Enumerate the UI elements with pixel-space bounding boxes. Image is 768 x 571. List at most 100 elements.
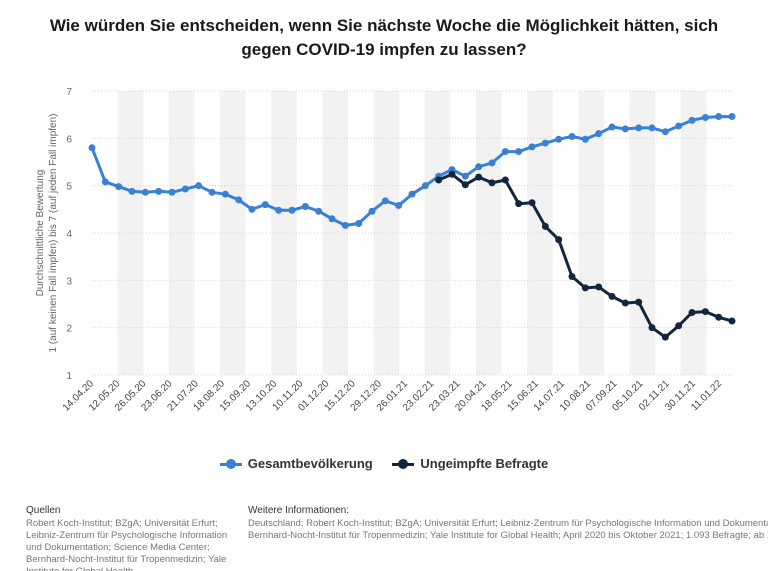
data-point[interactable]: [88, 144, 96, 152]
background-band: [117, 91, 144, 375]
y-tick-label: 6: [66, 134, 72, 145]
data-point[interactable]: [555, 135, 563, 143]
data-point[interactable]: [101, 178, 109, 186]
chart-title: Wie würden Sie entscheiden, wenn Sie näc…: [49, 16, 719, 59]
data-point[interactable]: [181, 185, 189, 193]
data-point[interactable]: [515, 148, 523, 156]
data-point[interactable]: [675, 122, 683, 130]
background-band: [680, 91, 707, 375]
data-point[interactable]: [341, 221, 349, 229]
y-axis-ticks: 1 2 3 4 5 6 7: [66, 87, 72, 382]
data-point[interactable]: [621, 125, 629, 133]
data-point[interactable]: [435, 176, 443, 184]
data-point[interactable]: [688, 309, 696, 317]
legend-item-ungeimpfte[interactable]: Ungeimpfte Befragte: [392, 456, 548, 471]
data-point[interactable]: [155, 187, 163, 195]
data-point[interactable]: [608, 123, 616, 131]
data-point[interactable]: [368, 207, 376, 215]
data-point[interactable]: [501, 148, 509, 156]
data-point[interactable]: [635, 298, 643, 306]
series-gesamtbevoelkerung: [88, 113, 736, 229]
data-point[interactable]: [115, 183, 123, 191]
info-heading: Weitere Informationen:: [248, 505, 349, 516]
data-point[interactable]: [488, 179, 496, 187]
y-tick-label: 1: [66, 371, 72, 382]
data-point[interactable]: [395, 202, 403, 210]
y-axis-label-line1: Durchschnittliche Bewertung: [35, 170, 46, 297]
data-point[interactable]: [501, 176, 509, 184]
data-point[interactable]: [595, 283, 603, 291]
data-point[interactable]: [515, 200, 523, 208]
y-tick-label: 5: [66, 182, 72, 193]
data-point[interactable]: [581, 135, 589, 143]
data-point[interactable]: [581, 284, 589, 292]
data-point[interactable]: [208, 188, 216, 196]
data-point[interactable]: [608, 292, 616, 300]
data-point[interactable]: [448, 170, 456, 178]
data-point[interactable]: [675, 322, 683, 330]
data-point[interactable]: [648, 324, 656, 332]
data-point[interactable]: [541, 222, 549, 230]
line-chart: 1 2 3 4 5 6 7 14.04.2012.05.2026.05.2023.06.20…: [35, 87, 736, 414]
sources-block: Quellen Robert Koch-Institut; BZgA; Univ…: [26, 505, 231, 571]
data-point[interactable]: [701, 308, 709, 316]
data-point[interactable]: [595, 130, 603, 138]
data-point[interactable]: [475, 163, 483, 171]
legend-item-gesamtbevoelkerung[interactable]: Gesamtbevölkerung: [219, 456, 373, 471]
data-point[interactable]: [288, 206, 296, 214]
data-point[interactable]: [421, 182, 429, 190]
data-point[interactable]: [568, 132, 576, 140]
legend-label: Gesamtbevölkerung: [247, 456, 373, 471]
data-point[interactable]: [541, 139, 549, 147]
legend-marker-navy: [392, 458, 415, 469]
data-point[interactable]: [275, 206, 283, 214]
data-point[interactable]: [128, 187, 136, 195]
data-point[interactable]: [688, 116, 696, 124]
data-point[interactable]: [141, 188, 149, 196]
data-point[interactable]: [221, 190, 229, 198]
data-point[interactable]: [475, 173, 483, 181]
data-point[interactable]: [488, 159, 496, 167]
data-point[interactable]: [301, 202, 309, 210]
x-axis-ticks: 14.04.2012.05.2026.05.2023.06.2021.07.20…: [61, 378, 725, 414]
y-axis-label-line2: 1 (auf keinen Fall impfen) bis 7 (auf je…: [48, 113, 59, 352]
data-point[interactable]: [635, 124, 643, 132]
series-group: [88, 113, 736, 341]
data-point[interactable]: [568, 273, 576, 281]
y-tick-label: 4: [66, 229, 72, 240]
series-ungeimpfte-befragte: [435, 170, 736, 341]
data-point[interactable]: [408, 190, 416, 198]
data-point[interactable]: [661, 128, 669, 136]
data-point[interactable]: [728, 317, 736, 325]
data-point[interactable]: [648, 124, 656, 132]
info-block: Weitere Informationen: Deutschland; Robe…: [248, 505, 768, 571]
data-point[interactable]: [461, 172, 469, 180]
data-point[interactable]: [261, 201, 269, 209]
data-point[interactable]: [461, 181, 469, 189]
legend: Gesamtbevölkerung Ungeimpfte Befragte: [0, 456, 768, 472]
data-point[interactable]: [315, 207, 323, 215]
data-point[interactable]: [728, 113, 736, 121]
data-point[interactable]: [528, 199, 536, 207]
data-point[interactable]: [715, 313, 723, 321]
background-band: [629, 91, 656, 375]
data-point[interactable]: [328, 215, 336, 223]
sources-heading: Quellen: [26, 505, 61, 516]
data-point[interactable]: [235, 196, 243, 204]
info-line-1: Deutschland; Robert Koch-Institut; BZgA;…: [248, 518, 768, 529]
data-point[interactable]: [701, 114, 709, 122]
data-point[interactable]: [715, 113, 723, 121]
data-point[interactable]: [555, 236, 563, 244]
data-point[interactable]: [248, 205, 256, 213]
background-band: [220, 91, 246, 375]
data-point[interactable]: [355, 220, 363, 228]
data-point[interactable]: [168, 188, 176, 196]
y-tick-label: 3: [66, 276, 72, 287]
background-bands: [117, 91, 707, 375]
data-point[interactable]: [381, 197, 389, 205]
data-point[interactable]: [621, 299, 629, 307]
data-point[interactable]: [195, 182, 203, 190]
legend-label: Ungeimpfte Befragte: [420, 456, 549, 471]
data-point[interactable]: [661, 333, 669, 341]
data-point[interactable]: [528, 143, 536, 151]
